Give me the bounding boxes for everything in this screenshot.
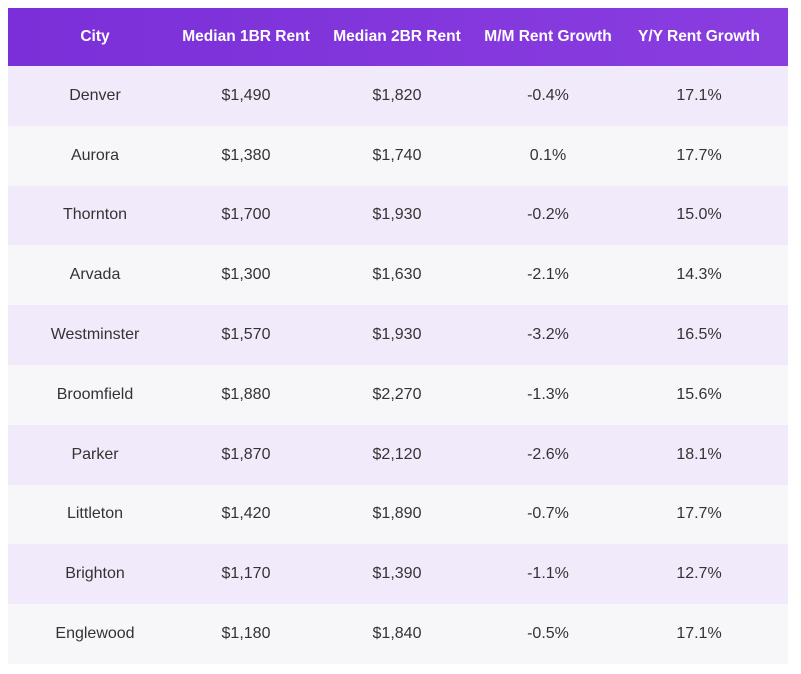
table-cell: Westminster [50, 326, 140, 344]
table-cell: Englewood [55, 625, 135, 643]
table-row: Littleton $1,420 $1,890 -0.7% 17.7% [8, 484, 788, 545]
table-cell: $1,490 [221, 86, 271, 104]
table-body: Denver $1,490 $1,820 -0.4% 17.1% Aurora $1,380… [8, 66, 788, 664]
table-cell: Parker [71, 445, 119, 463]
table-header: City Median 1BR Rent Median 2BR Rent M/M Re… [8, 8, 788, 66]
table-cell: $1,630 [372, 266, 422, 284]
table-cell: $1,930 [372, 206, 422, 224]
table-row: Englewood $1,180 $1,840 -0.5% 17.1% [8, 604, 788, 664]
table-cell: Aurora [70, 146, 120, 164]
table-cell: 15.6% [676, 385, 722, 403]
table-row: Westminster $1,570 $1,930 -3.2% 16.5% [8, 305, 788, 365]
table-cell: Brighton [65, 565, 125, 583]
table-cell: -2.6% [527, 445, 569, 463]
table-row: Parker $1,870 $2,120 -2.6% 18.1% [8, 424, 788, 485]
table-cell: -3.2% [527, 326, 569, 344]
table-cell: 16.5% [676, 326, 722, 344]
table-cell: -1.3% [527, 385, 569, 403]
table-cell: 17.7% [676, 146, 722, 164]
table-cell: $1,890 [372, 505, 422, 523]
header-cell: City [80, 28, 110, 45]
header-row: City Median 1BR Rent Median 2BR Rent M/M Re… [8, 8, 788, 66]
table-cell: $1,840 [372, 625, 422, 643]
table-cell: $1,700 [221, 206, 271, 224]
table-cell: Arvada [69, 266, 121, 284]
table-row: Denver $1,490 $1,820 -0.4% 17.1% [8, 66, 788, 126]
table-row: Brighton $1,170 $1,390 -1.1% 12.7% [8, 544, 788, 605]
table-cell: 15.0% [676, 206, 722, 224]
table-cell: 14.3% [676, 266, 722, 284]
table-cell: -0.5% [527, 625, 569, 643]
table-cell: $1,740 [372, 146, 422, 164]
table-cell: 0.1% [529, 146, 567, 164]
table-cell: 18.1% [676, 445, 722, 463]
table-cell: -1.1% [527, 565, 569, 583]
table-cell: $1,420 [221, 505, 271, 523]
table-cell: -0.2% [527, 206, 569, 224]
table-row: Thornton $1,700 $1,930 -0.2% 15.0% [8, 185, 788, 246]
table-cell: Broomfield [56, 385, 134, 403]
table-cell: Denver [69, 86, 121, 104]
table-cell: 17.1% [676, 625, 722, 643]
table-row: Aurora $1,380 $1,740 0.1% 17.7% [8, 125, 788, 186]
header-cell: Median 1BR Rent [182, 28, 310, 45]
table-cell: $1,880 [221, 385, 271, 403]
table-cell: $1,170 [221, 565, 271, 583]
table-cell: -2.1% [527, 266, 569, 284]
header-cell: Median 2BR Rent [333, 28, 461, 45]
table-cell: $2,270 [372, 385, 422, 403]
table-row: Broomfield $1,880 $2,270 -1.3% 15.6% [8, 364, 788, 425]
table-cell: $1,930 [372, 326, 422, 344]
table-cell: $2,120 [372, 445, 422, 463]
table-cell: Thornton [62, 206, 128, 224]
header-cell: Y/Y Rent Growth [637, 28, 760, 45]
table-cell: $1,870 [221, 445, 271, 463]
table-cell: $1,390 [372, 565, 422, 583]
rent-table: City Median 1BR Rent Median 2BR Rent M/M Re… [8, 8, 788, 664]
table-cell: $1,180 [221, 625, 271, 643]
table-cell: $1,300 [221, 266, 271, 284]
table-cell: Littleton [66, 505, 124, 523]
table-cell: $1,380 [221, 146, 271, 164]
table-cell: $1,820 [372, 86, 422, 104]
table-cell: 17.7% [676, 505, 722, 523]
table-cell: $1,570 [221, 326, 271, 344]
header-cell: M/M Rent Growth [484, 28, 612, 45]
table-cell: -0.7% [527, 505, 569, 523]
table-cell: 12.7% [676, 565, 722, 583]
table-cell: -0.4% [527, 86, 569, 104]
table-row: Arvada $1,300 $1,630 -2.1% 14.3% [8, 245, 788, 306]
table-cell: 17.1% [676, 86, 722, 104]
